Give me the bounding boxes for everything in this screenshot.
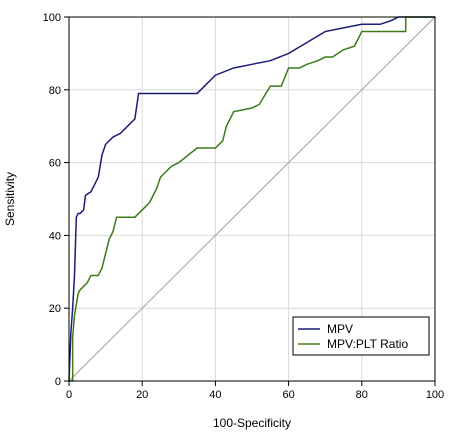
y-tick-label-0: 0 (55, 376, 61, 388)
y-tick-label-3: 60 (49, 158, 61, 170)
legend-box (292, 316, 430, 356)
x-tick-label-3: 60 (282, 389, 294, 401)
x-tick-label-2: 40 (209, 389, 221, 401)
plot-frame (68, 16, 436, 382)
y-tick-label-5: 100 (43, 12, 61, 24)
reference-diagonal-line (68, 16, 436, 382)
x-tick-label-0: 0 (66, 389, 72, 401)
y-tick-label-4: 80 (49, 85, 61, 97)
legend-label-mpv: MPV (327, 322, 353, 336)
y-tick-label-1: 20 (49, 303, 61, 315)
x-axis-title: 100-Specificity (213, 416, 291, 430)
series-layer (68, 16, 435, 382)
axis-ticks: 0 20 40 60 80 100 0 20 40 60 80 100 (43, 12, 445, 401)
y-tick-label-2: 40 (49, 230, 61, 242)
x-tick-label-5: 100 (426, 389, 444, 401)
legend-label-mpv-plt-ratio: MPV:PLT Ratio (327, 337, 408, 351)
x-tick-label-1: 20 (136, 389, 148, 401)
x-tick-label-4: 80 (356, 389, 368, 401)
series-line-mpv-plt-ratio (69, 16, 435, 382)
y-axis-title: Sensitivity (3, 172, 17, 226)
series-line-mpv (68, 16, 435, 382)
legend: MPV MPV:PLT Ratio (292, 316, 430, 356)
